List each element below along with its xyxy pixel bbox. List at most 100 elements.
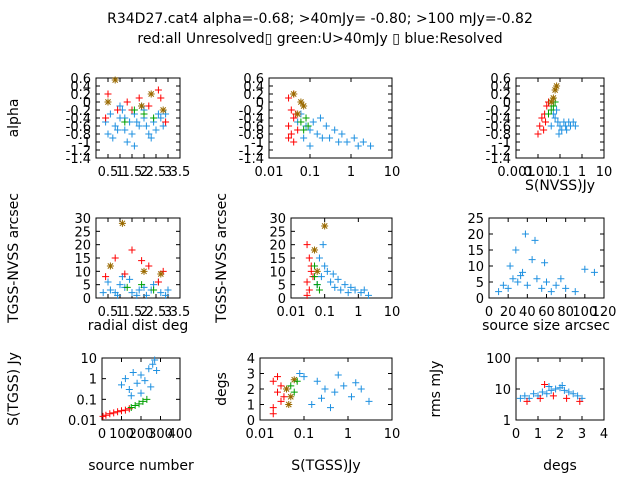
- x-tick-label: 1: [534, 427, 542, 442]
- data-point-red: [114, 408, 122, 416]
- data-point-green: [547, 106, 555, 114]
- y-tick-label: 30: [269, 212, 286, 227]
- data-point-green: [135, 400, 143, 408]
- data-point-blue: [114, 126, 122, 134]
- data-point-blue: [495, 288, 503, 296]
- data-point-olive: [138, 102, 146, 110]
- x-tick-label: 0.1: [294, 427, 315, 442]
- y-tick-label: -1.4: [486, 152, 511, 167]
- x-tick-label: 0: [512, 427, 520, 442]
- data-point-blue: [111, 122, 119, 130]
- data-point-red: [269, 404, 277, 412]
- data-point-blue: [554, 118, 562, 126]
- data-point-blue: [135, 122, 143, 130]
- data-point-blue: [318, 394, 326, 402]
- y-tick-label: 5: [278, 279, 286, 294]
- y-tick-label: -1.2: [66, 144, 91, 159]
- data-point-green: [290, 388, 298, 396]
- y-tick-label: 0: [503, 96, 511, 111]
- y-tick-label: 0.2: [70, 88, 91, 103]
- y-tick-label: 20: [74, 239, 91, 254]
- data-point-green: [304, 122, 312, 130]
- data-point-blue: [321, 262, 329, 270]
- data-point-blue: [530, 390, 538, 398]
- data-point-green: [313, 281, 321, 289]
- y-tick-label: 10: [467, 260, 484, 275]
- x-tick-label: 3: [578, 427, 586, 442]
- data-point-green: [302, 114, 310, 122]
- data-point-blue: [364, 291, 372, 299]
- y-tick-label: 0.4: [70, 80, 91, 95]
- y-tick-label: 25: [74, 225, 91, 240]
- x-tick-label: 3: [164, 305, 172, 320]
- data-point-blue: [121, 126, 129, 134]
- x-tick-label: 20: [500, 305, 517, 320]
- data-point-red: [277, 397, 285, 405]
- data-point-olive: [549, 94, 557, 102]
- data-point-blue: [99, 289, 107, 297]
- y-tick-label: -0.8: [66, 128, 91, 143]
- data-point-red: [102, 411, 110, 419]
- data-point-blue: [329, 270, 337, 278]
- data-point-blue: [147, 134, 155, 142]
- data-point-red: [123, 98, 131, 106]
- data-point-blue: [581, 265, 589, 273]
- x-tick-label: 10: [384, 305, 401, 320]
- x-tick-label: 1: [344, 427, 352, 442]
- data-point-olive: [140, 267, 148, 275]
- data-point-blue: [558, 126, 566, 134]
- data-point-green: [130, 106, 138, 114]
- data-point-red: [111, 254, 119, 262]
- data-point-red: [274, 388, 282, 396]
- data-point-blue: [157, 114, 165, 122]
- data-point-blue: [130, 142, 138, 150]
- data-point-blue: [565, 388, 573, 396]
- data-point-blue: [331, 388, 339, 396]
- data-point-red: [118, 407, 125, 415]
- data-point-blue: [308, 401, 316, 408]
- y-tick-label: 1: [247, 399, 255, 414]
- data-point-red: [549, 392, 557, 400]
- data-point-blue: [123, 138, 131, 146]
- data-point-olive: [300, 102, 308, 110]
- data-point-blue: [547, 386, 555, 394]
- x-tick-label: 0.5: [98, 165, 119, 180]
- data-point-red: [294, 126, 302, 134]
- data-point-blue: [359, 138, 367, 146]
- data-point-red: [290, 138, 298, 146]
- data-point-olive: [285, 401, 293, 408]
- data-point-blue: [129, 368, 137, 376]
- y-tick-label: 10: [494, 383, 511, 398]
- y-tick-label: 0.01: [68, 414, 97, 429]
- data-point-blue: [499, 281, 507, 289]
- data-point-blue: [545, 383, 553, 391]
- data-point-red: [277, 382, 285, 390]
- data-point-olive: [157, 270, 165, 278]
- data-point-red: [303, 291, 311, 299]
- data-point-blue: [152, 126, 160, 134]
- data-point-green: [293, 377, 301, 385]
- data-point-red: [563, 394, 571, 402]
- data-point-red: [542, 118, 550, 126]
- data-point-green: [287, 382, 295, 390]
- data-point-olive: [321, 222, 329, 230]
- y-axis-label: TGSS-NVSS arcsec: [6, 193, 22, 324]
- data-point-blue: [164, 286, 172, 294]
- data-point-blue: [341, 281, 349, 289]
- y-tick-label: 0.2: [490, 88, 511, 103]
- data-point-blue: [343, 138, 351, 146]
- y-tick-label: 1: [503, 414, 511, 429]
- y-tick-label: 15: [467, 244, 484, 259]
- data-point-blue: [149, 360, 157, 368]
- x-tick-label: 10: [384, 427, 401, 442]
- data-point-blue: [309, 118, 317, 126]
- data-point-green: [544, 110, 552, 118]
- data-point-blue: [538, 388, 546, 396]
- y-tick-label: 0.4: [490, 80, 511, 95]
- y-tick-label: 15: [269, 252, 286, 267]
- data-point-blue: [506, 262, 514, 270]
- data-point-blue: [338, 130, 346, 138]
- data-point-blue: [133, 118, 141, 126]
